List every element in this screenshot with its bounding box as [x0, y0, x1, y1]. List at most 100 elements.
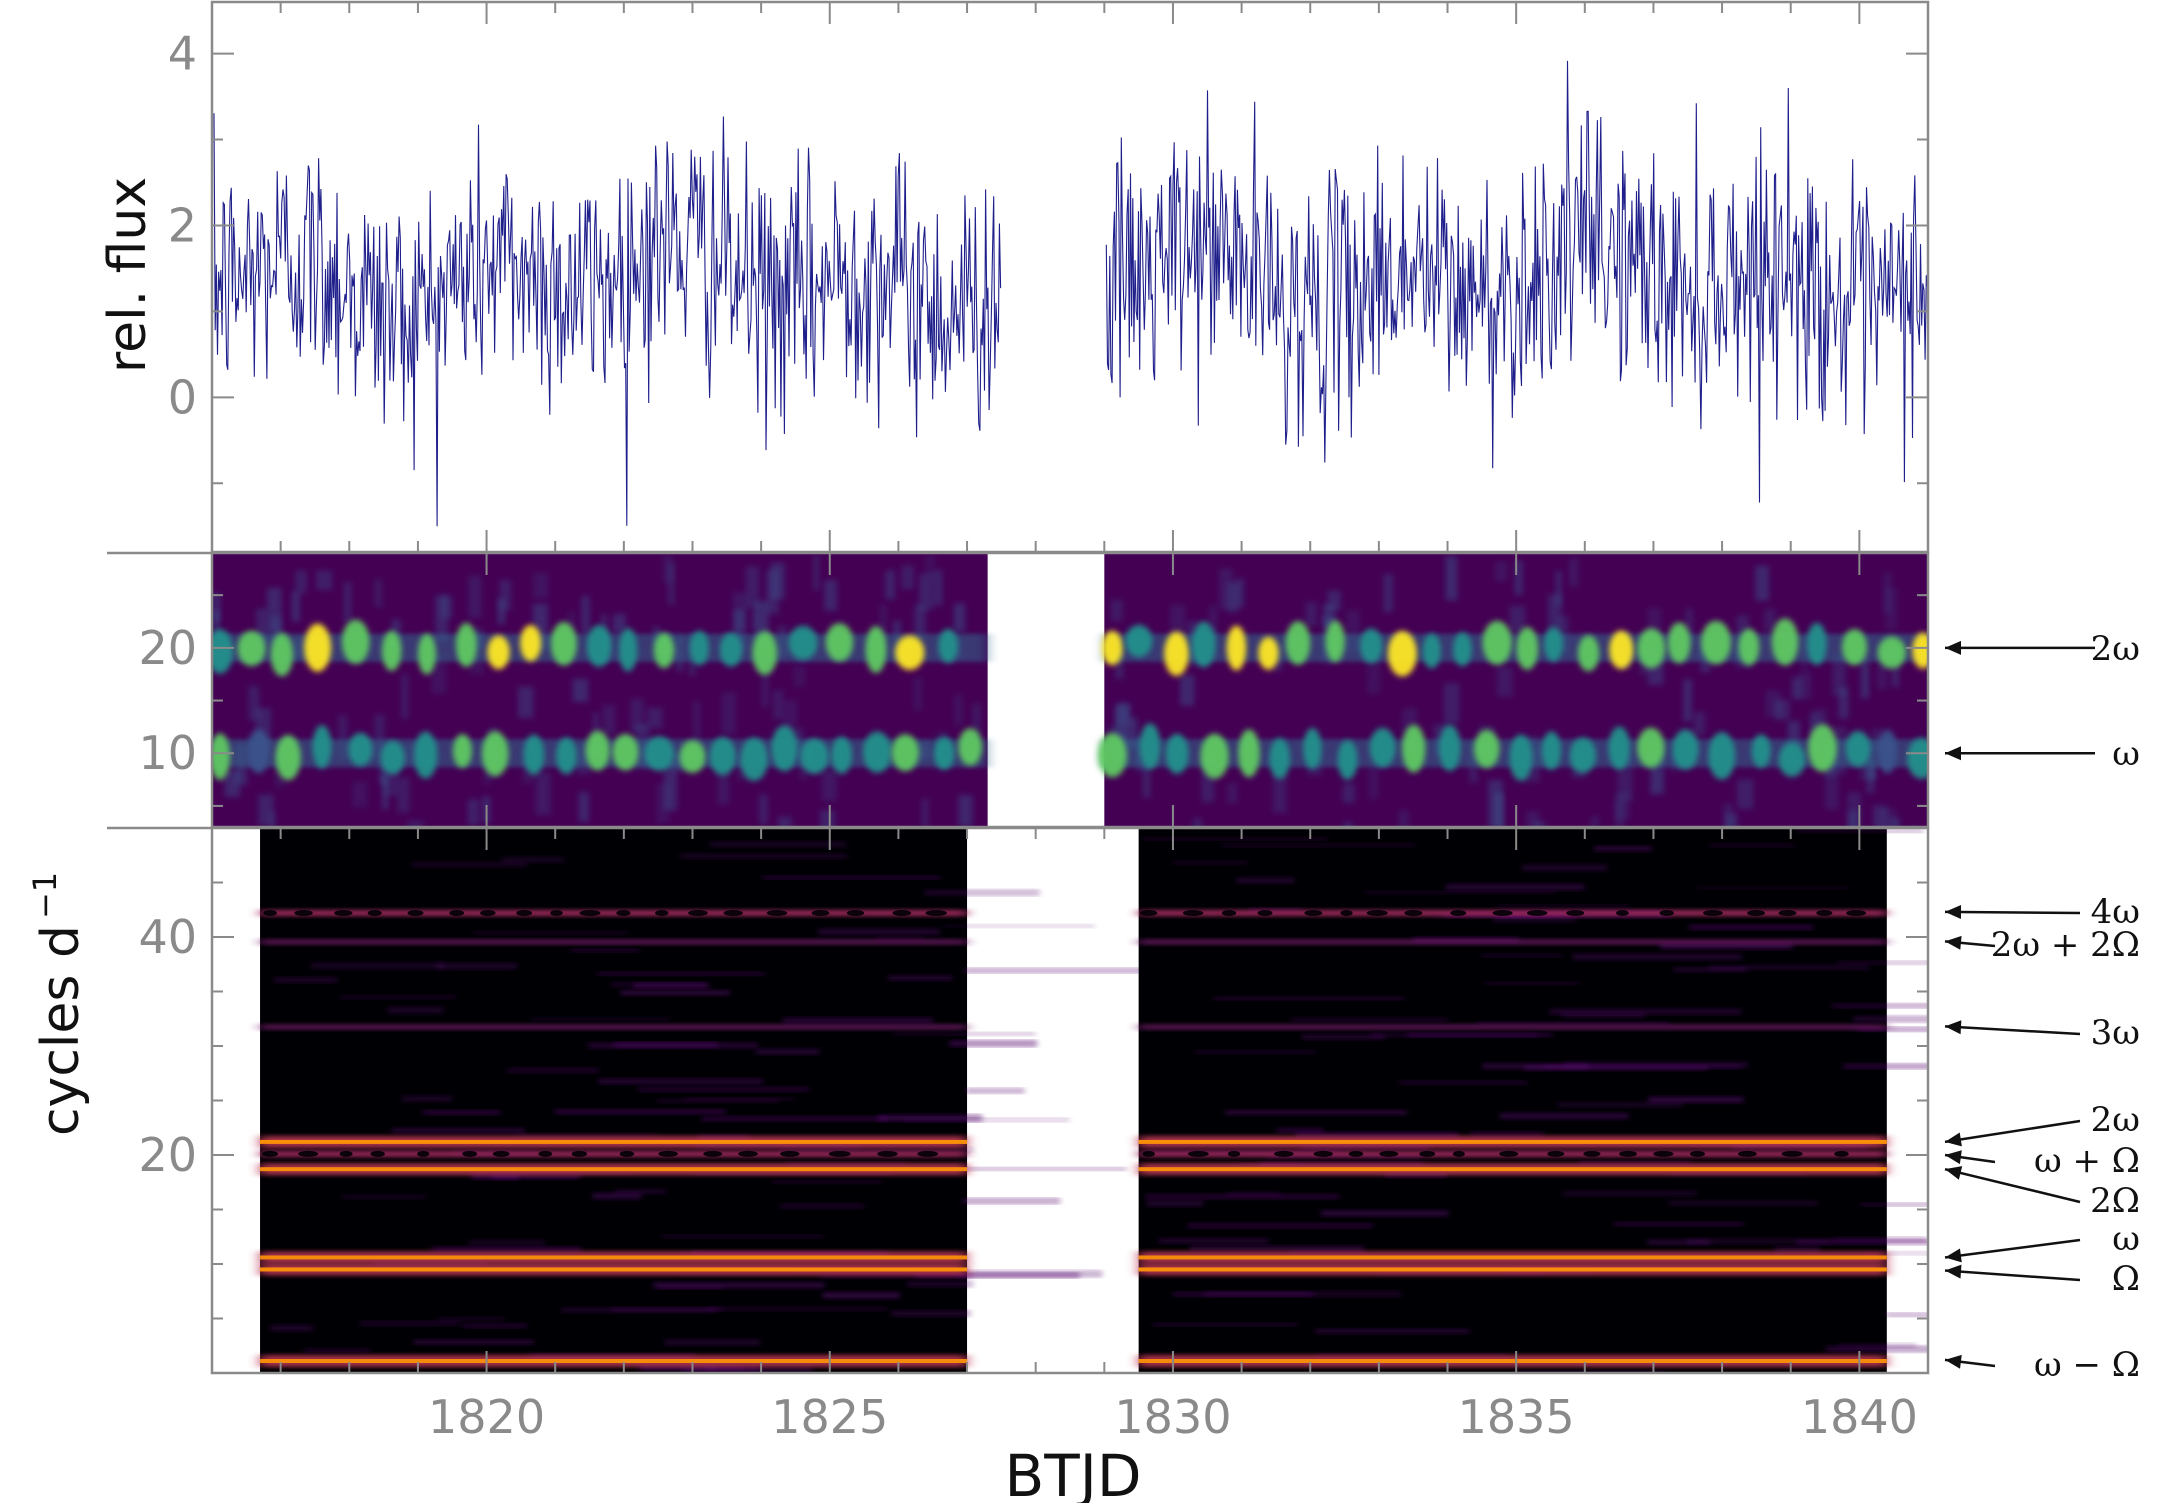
spectrogram-noise [878, 1115, 983, 1121]
spectrogram-blob [523, 734, 545, 775]
spectrogram-texture [568, 611, 576, 635]
spectrogram-blob [1608, 726, 1631, 770]
flux-tick-labels: 0 2 4 [168, 27, 197, 425]
spectrogram-gap [892, 910, 912, 917]
spectrogram-noise [1499, 1113, 1629, 1119]
spectrogram-noise [818, 1274, 972, 1278]
spectrogram-noise [413, 1340, 534, 1344]
spectrogram-noise [1290, 1018, 1449, 1022]
spectrogram-gap [462, 1150, 478, 1157]
spectrogram-blob [1637, 727, 1665, 768]
spectrogram-noise [641, 1365, 718, 1370]
spectrogram-texture [248, 686, 260, 721]
spectrogram-texture [1693, 712, 1706, 735]
spectrogram-blob [1402, 724, 1426, 773]
spectrogram-noise [1660, 943, 1793, 949]
spectrogram-noise [303, 1349, 370, 1352]
spectrogram-texture [1873, 805, 1888, 827]
spectrogram-blob [487, 635, 510, 670]
annotation-arrowhead [1945, 1248, 1962, 1263]
spectrogram-texture [602, 705, 616, 736]
spectrogram-noise [664, 1340, 760, 1345]
spectrogram-noise [963, 968, 1146, 973]
spectrogram-blob [270, 632, 294, 677]
spectrogram-texture [440, 595, 453, 619]
spectrogram-texture [1590, 816, 1599, 827]
spectrogram-noise [530, 1017, 670, 1020]
spectrogram-texture [1142, 764, 1151, 798]
spectrogram-gap [1257, 910, 1273, 917]
spectrogram-noise [1856, 1027, 1928, 1031]
spectrogram-segment [212, 553, 988, 827]
spectrogram-blob [1422, 633, 1441, 669]
spectrogram-noise [592, 1193, 642, 1199]
x-tick-label: 1835 [1458, 1390, 1575, 1444]
spectrogram-noise [1572, 954, 1743, 960]
annotation-arrowhead [1945, 1166, 1963, 1180]
spectrogram-texture [397, 777, 410, 813]
spectrogram-noise [755, 1049, 820, 1054]
annotation-arrowhead [1945, 640, 1961, 655]
spectrogram-blob [556, 737, 577, 775]
mid-annotations: 2ω ω [1945, 629, 2140, 774]
spectrogram-noise [1580, 1161, 1690, 1165]
spectrogram-noise [1825, 1346, 1928, 1352]
spectrogram-texture [765, 569, 779, 614]
x-tick-labels: 1820 1825 1830 1835 1840 [428, 1390, 1918, 1444]
spectrogram-gap [571, 1150, 588, 1157]
spectrogram-noise [1832, 1237, 1927, 1242]
spectrogram-blob [1516, 627, 1539, 670]
spectrogram-blob [348, 732, 373, 767]
spectrogram-noise [1477, 1021, 1669, 1025]
spectrogram-noise [620, 990, 730, 995]
spectrogram-blob [1541, 731, 1562, 770]
spectrogram-gap [261, 1150, 279, 1157]
spectrogram-gap [1499, 1150, 1519, 1157]
spectrogram-blob [653, 632, 675, 669]
annotation-label: 2ω + 2Ω [1991, 925, 2140, 965]
annotation-arrowhead [1945, 935, 1962, 950]
spectrogram-texture [1235, 578, 1245, 607]
spectrogram-noise [901, 1118, 1070, 1122]
spectrogram-texture [1443, 683, 1460, 724]
spectrogram-noise [1524, 1065, 1709, 1070]
spectrogram-texture [919, 573, 934, 610]
spectrogram-texture [1764, 608, 1776, 633]
spectrogram-blob [1877, 729, 1898, 774]
spectrogram-blob [1269, 738, 1291, 780]
x-tick-label: 1825 [771, 1390, 888, 1444]
spectrogram-blob [1771, 618, 1799, 666]
spectrogram-texture [612, 614, 626, 634]
spectrogram-gap [1273, 1150, 1294, 1157]
spectrogram-gap [1616, 910, 1629, 917]
spectrogram-texture [667, 563, 675, 605]
spectrogram-texture [258, 794, 274, 826]
mid-frequency-tick-label: 10 [138, 726, 197, 780]
spectrogram-blob [958, 728, 983, 766]
spectrogram-noise [1614, 1222, 1744, 1226]
spectrogram-blob [800, 738, 829, 774]
spectrogram-blob [1473, 729, 1500, 769]
spectrogram-noise [472, 931, 628, 935]
spectrogram-gap [1142, 1150, 1155, 1157]
spectrogram-band [1138, 1024, 1887, 1030]
spectrogram-noise [1708, 965, 1869, 970]
spectrogram-texture [821, 769, 837, 802]
spectrogram-noise [1446, 884, 1585, 890]
spectrogram-noise [1673, 967, 1747, 972]
spectrogram-gap [367, 910, 382, 917]
spectrogram-texture [1343, 822, 1353, 827]
spectrogram-noise [1709, 844, 1795, 847]
spectrogram-band [260, 1359, 968, 1364]
x-tick-label: 1840 [1801, 1390, 1918, 1444]
spectrogram-texture [212, 592, 221, 623]
annotation-label: ω [2112, 734, 2140, 774]
spectrogram-noise [780, 1147, 974, 1152]
spectrogram-gap [1340, 910, 1353, 917]
spectrogram-gap [370, 1150, 385, 1157]
spectrogram-band [1138, 1359, 1887, 1364]
frequency-axis-title-superscript: −1 [26, 872, 64, 919]
mid-tick-labels: 10 20 [138, 621, 197, 780]
spectrogram-gap [339, 1150, 353, 1157]
